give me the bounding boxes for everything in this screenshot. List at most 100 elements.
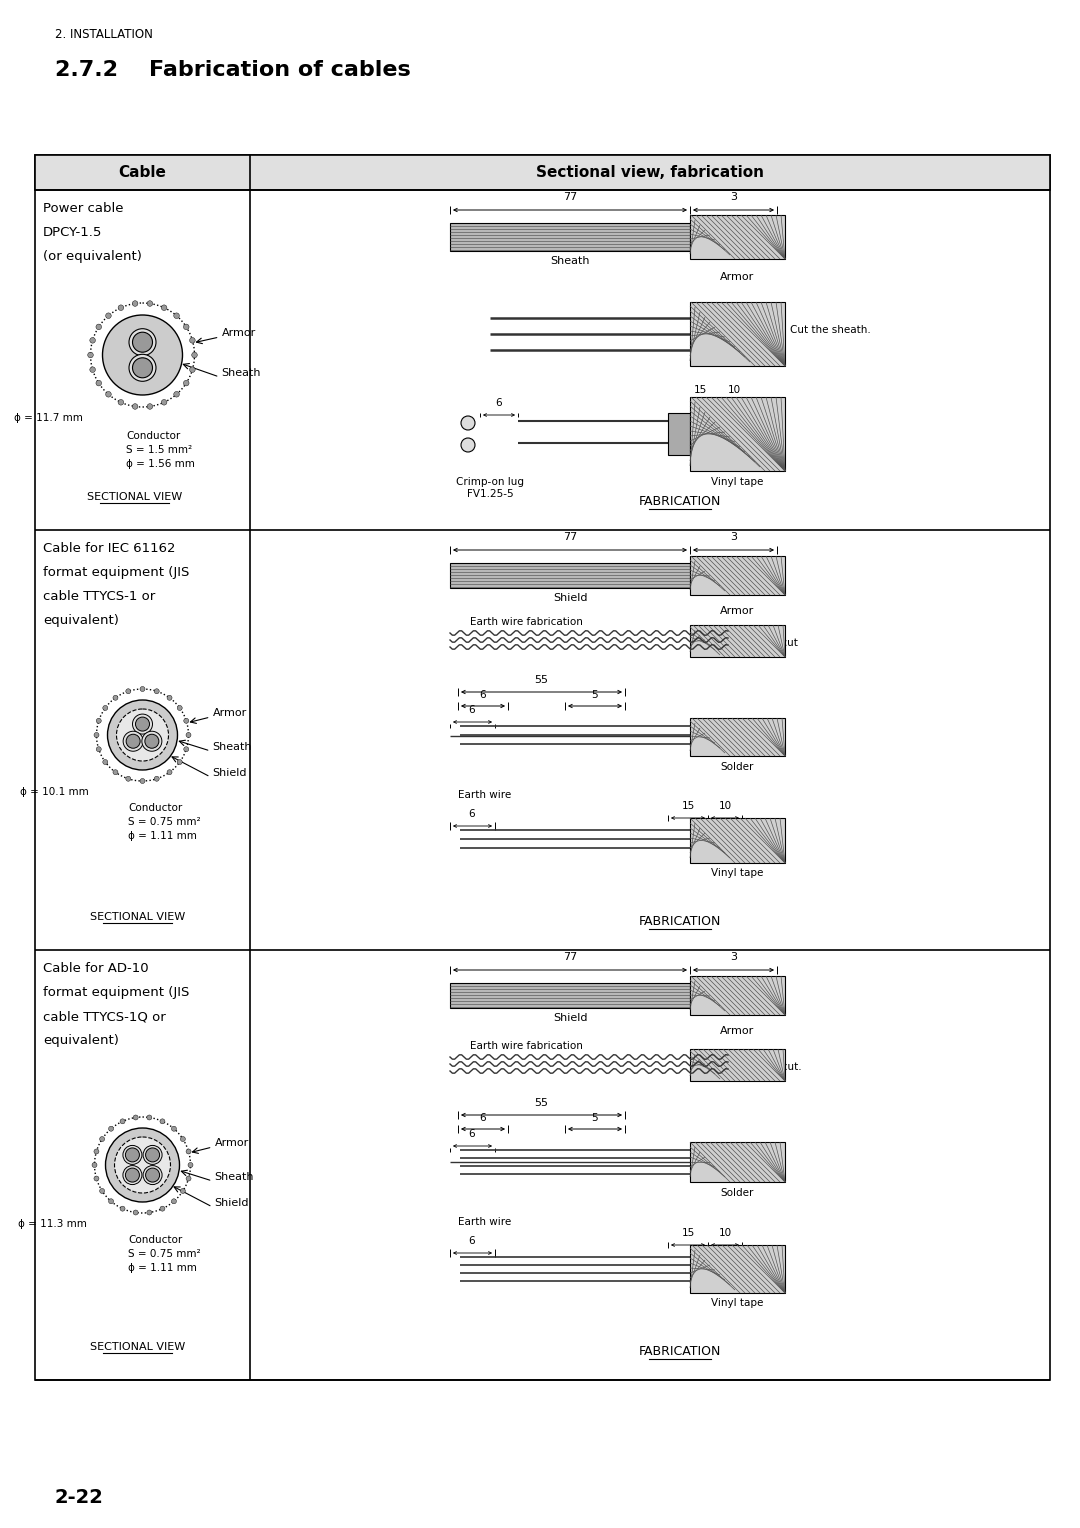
Circle shape bbox=[132, 403, 138, 410]
Circle shape bbox=[180, 1137, 186, 1141]
Text: 2.7.2    Fabrication of cables: 2.7.2 Fabrication of cables bbox=[55, 60, 410, 79]
Text: 77: 77 bbox=[563, 193, 577, 202]
Circle shape bbox=[141, 732, 162, 752]
Text: ϕ = 10.1 mm: ϕ = 10.1 mm bbox=[19, 787, 89, 798]
Bar bbox=[690, 817, 785, 863]
Text: 2. INSTALLATION: 2. INSTALLATION bbox=[55, 28, 153, 41]
Text: S = 0.75 mm²: S = 0.75 mm² bbox=[129, 1248, 201, 1259]
Text: ϕ = 1.11 mm: ϕ = 1.11 mm bbox=[129, 831, 198, 840]
Circle shape bbox=[177, 759, 183, 764]
Circle shape bbox=[140, 686, 145, 692]
Circle shape bbox=[180, 1189, 186, 1193]
Text: Sheath: Sheath bbox=[550, 257, 590, 266]
Text: ϕ = 11.3 mm: ϕ = 11.3 mm bbox=[17, 1219, 86, 1229]
Text: 15: 15 bbox=[681, 801, 694, 811]
Circle shape bbox=[133, 1115, 138, 1120]
Bar bbox=[690, 1050, 785, 1080]
Circle shape bbox=[103, 315, 183, 396]
Text: Shield: Shield bbox=[553, 593, 588, 604]
Circle shape bbox=[172, 1126, 176, 1131]
Circle shape bbox=[103, 706, 108, 711]
Text: 55: 55 bbox=[535, 1099, 549, 1108]
Circle shape bbox=[103, 759, 108, 764]
Circle shape bbox=[188, 1163, 193, 1167]
Circle shape bbox=[120, 1118, 125, 1123]
Text: Conductor: Conductor bbox=[129, 804, 183, 813]
Circle shape bbox=[129, 329, 156, 356]
Circle shape bbox=[184, 324, 189, 330]
Text: Solder: Solder bbox=[720, 762, 754, 772]
Text: FABRICATION: FABRICATION bbox=[638, 1345, 721, 1358]
Circle shape bbox=[154, 689, 159, 694]
Circle shape bbox=[160, 1118, 165, 1123]
Circle shape bbox=[113, 695, 118, 700]
Text: (or equivalent): (or equivalent) bbox=[43, 251, 141, 263]
Bar bbox=[690, 976, 785, 1015]
Text: equivalent): equivalent) bbox=[43, 614, 119, 626]
Text: 2-22: 2-22 bbox=[55, 1488, 104, 1507]
Circle shape bbox=[186, 1177, 191, 1181]
Bar bbox=[690, 1141, 785, 1183]
Circle shape bbox=[99, 1137, 105, 1141]
Circle shape bbox=[114, 1137, 171, 1193]
Circle shape bbox=[461, 416, 475, 429]
Text: Armor: Armor bbox=[720, 1025, 755, 1036]
Text: Sheath: Sheath bbox=[215, 1172, 254, 1183]
Text: 15: 15 bbox=[681, 1229, 694, 1238]
Text: twist and cut: twist and cut bbox=[730, 639, 798, 648]
Text: 6: 6 bbox=[480, 1112, 486, 1123]
Text: Armor: Armor bbox=[213, 707, 246, 718]
Circle shape bbox=[190, 367, 195, 373]
Bar bbox=[690, 215, 785, 260]
Text: 10: 10 bbox=[718, 801, 731, 811]
Bar bbox=[450, 223, 690, 251]
Text: format equipment (JIS: format equipment (JIS bbox=[43, 565, 189, 579]
Circle shape bbox=[186, 732, 191, 738]
Text: Armor: Armor bbox=[221, 329, 256, 338]
Circle shape bbox=[147, 301, 152, 306]
Text: Armor: Armor bbox=[720, 607, 755, 616]
Circle shape bbox=[109, 1126, 113, 1131]
Circle shape bbox=[96, 324, 102, 330]
Text: Cable: Cable bbox=[119, 165, 166, 180]
Text: format equipment (JIS: format equipment (JIS bbox=[43, 986, 189, 999]
Circle shape bbox=[96, 747, 102, 752]
Circle shape bbox=[133, 332, 152, 351]
Circle shape bbox=[145, 735, 159, 749]
Text: 6: 6 bbox=[469, 1236, 475, 1245]
Circle shape bbox=[167, 770, 172, 775]
Text: Shield: Shield bbox=[213, 769, 247, 778]
Text: FABRICATION: FABRICATION bbox=[638, 495, 721, 507]
Circle shape bbox=[90, 367, 95, 373]
Circle shape bbox=[96, 718, 102, 723]
Text: Armor: Armor bbox=[215, 1138, 248, 1148]
Text: 8: 8 bbox=[705, 1054, 713, 1063]
Circle shape bbox=[174, 313, 179, 318]
Text: ϕ = 1.56 mm: ϕ = 1.56 mm bbox=[126, 458, 195, 469]
Circle shape bbox=[125, 1148, 139, 1161]
Circle shape bbox=[123, 1146, 141, 1164]
Text: S = 0.75 mm²: S = 0.75 mm² bbox=[129, 817, 201, 827]
Text: Sheath: Sheath bbox=[213, 743, 252, 752]
Circle shape bbox=[94, 1149, 99, 1154]
Text: ϕ = 1.11 mm: ϕ = 1.11 mm bbox=[129, 1264, 198, 1273]
Text: Armor: Armor bbox=[720, 272, 755, 283]
Text: Solder: Solder bbox=[720, 1187, 754, 1198]
Circle shape bbox=[160, 1206, 165, 1212]
Text: Crimp-on lug: Crimp-on lug bbox=[456, 477, 524, 487]
Circle shape bbox=[184, 718, 189, 723]
Text: Earth wire: Earth wire bbox=[458, 1216, 512, 1227]
Text: SECTIONAL VIEW: SECTIONAL VIEW bbox=[86, 492, 183, 503]
Circle shape bbox=[106, 313, 111, 318]
Text: SECTIONAL VIEW: SECTIONAL VIEW bbox=[90, 1342, 185, 1352]
Text: Vinyl tape: Vinyl tape bbox=[712, 868, 764, 879]
Text: equivalent): equivalent) bbox=[43, 1034, 119, 1047]
Circle shape bbox=[133, 1210, 138, 1215]
Text: 5: 5 bbox=[592, 1112, 598, 1123]
Circle shape bbox=[117, 709, 168, 761]
Text: 77: 77 bbox=[563, 532, 577, 542]
Circle shape bbox=[123, 732, 144, 752]
Circle shape bbox=[94, 1177, 99, 1181]
Circle shape bbox=[192, 351, 198, 358]
Circle shape bbox=[133, 714, 152, 733]
